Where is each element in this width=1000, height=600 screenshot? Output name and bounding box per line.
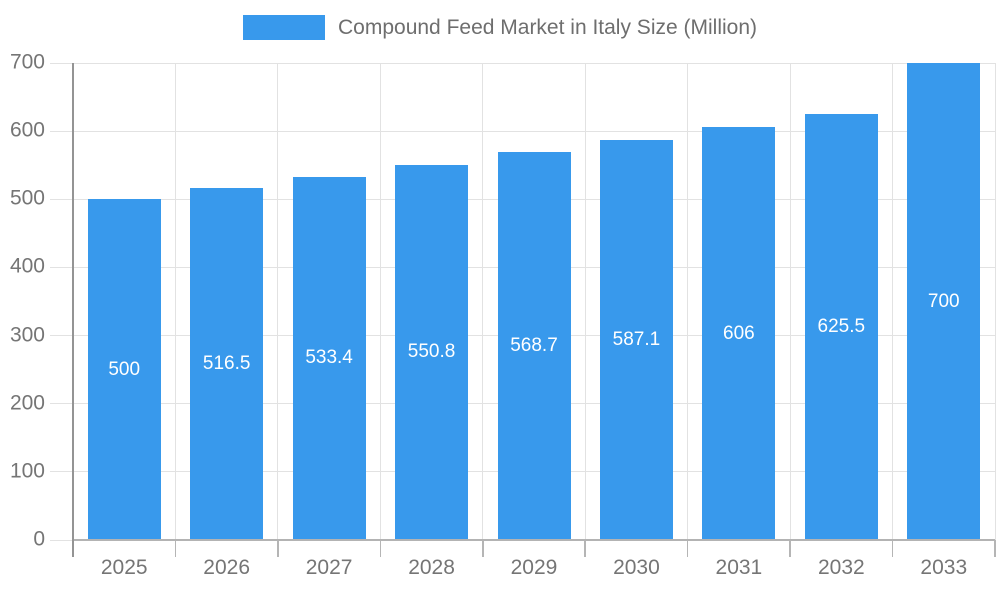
x-tick-8 <box>891 540 894 557</box>
x-tick-9 <box>994 540 996 557</box>
x-tick-3 <box>379 540 382 557</box>
bar-value-2025: 500 <box>108 358 141 380</box>
y-tick-label-0: 0 <box>33 527 45 551</box>
v-gridline-6 <box>687 63 689 540</box>
bar-2031[interactable]: 606 <box>702 127 776 540</box>
y-tick-label-700: 700 <box>9 50 45 74</box>
v-gridline-8 <box>892 63 894 540</box>
h-gridline-700 <box>50 62 995 64</box>
legend-swatch[interactable] <box>243 15 325 40</box>
x-tick-4 <box>482 540 484 557</box>
x-tick-label-2025: 2025 <box>100 556 148 579</box>
bar-2026[interactable]: 516.5 <box>190 188 264 540</box>
x-tick-label-2027: 2027 <box>305 556 353 579</box>
bar-2030[interactable]: 587.1 <box>599 139 673 540</box>
x-tick-label-2028: 2028 <box>408 556 455 579</box>
bar-2032[interactable]: 625.5 <box>804 113 878 540</box>
v-gridline-3 <box>379 63 381 540</box>
x-tick-2 <box>277 540 279 557</box>
bar-value-2028: 550.8 <box>407 341 456 363</box>
y-tick-label-100: 100 <box>9 459 45 483</box>
x-tick-6 <box>686 540 689 557</box>
bar-2028[interactable]: 550.8 <box>395 164 469 540</box>
bar-value-2026: 516.5 <box>202 353 251 374</box>
y-axis-line <box>72 63 74 557</box>
bar-value-2032: 625.5 <box>817 315 866 337</box>
y-tick-label-300: 300 <box>9 323 45 347</box>
v-gridline-2 <box>277 63 279 540</box>
y-tick-label-400: 400 <box>9 254 45 278</box>
bar-value-2031: 606 <box>723 322 755 344</box>
y-tick-label-500: 500 <box>9 186 45 210</box>
x-tick-label-2029: 2029 <box>510 556 558 579</box>
x-tick-label-2031: 2031 <box>715 556 763 579</box>
v-gridline-1 <box>174 63 176 540</box>
x-tick-label-2030: 2030 <box>613 556 660 579</box>
bar-value-2033: 700 <box>927 290 960 312</box>
bar-value-2029: 568.7 <box>510 335 558 357</box>
chart-legend[interactable]: Compound Feed Market in Italy Size (Mill… <box>0 15 1000 40</box>
bar-value-2027: 533.4 <box>305 347 353 369</box>
x-tick-label-2026: 2026 <box>203 556 251 579</box>
v-gridline-9 <box>994 63 996 540</box>
x-tick-5 <box>584 540 586 557</box>
bar-2033[interactable]: 700 <box>907 63 981 540</box>
h-gridline-600 <box>50 130 995 132</box>
y-tick-label-600: 600 <box>9 118 45 142</box>
x-tick-label-2032: 2032 <box>817 556 865 579</box>
bar-2027[interactable]: 533.4 <box>292 176 366 540</box>
v-gridline-4 <box>482 63 484 540</box>
x-tick-7 <box>789 540 791 557</box>
y-tick-label-200: 200 <box>9 391 45 415</box>
legend-label: Compound Feed Market in Italy Size (Mill… <box>338 15 757 39</box>
bar-2029[interactable]: 568.7 <box>497 152 571 540</box>
v-gridline-5 <box>584 63 586 540</box>
x-axis-line <box>73 539 995 541</box>
bar-value-2030: 587.1 <box>612 328 661 350</box>
x-tick-1 <box>174 540 177 557</box>
x-tick-label-2033: 2033 <box>920 556 968 579</box>
v-gridline-7 <box>789 63 791 540</box>
bar-2025[interactable]: 500 <box>87 199 161 540</box>
